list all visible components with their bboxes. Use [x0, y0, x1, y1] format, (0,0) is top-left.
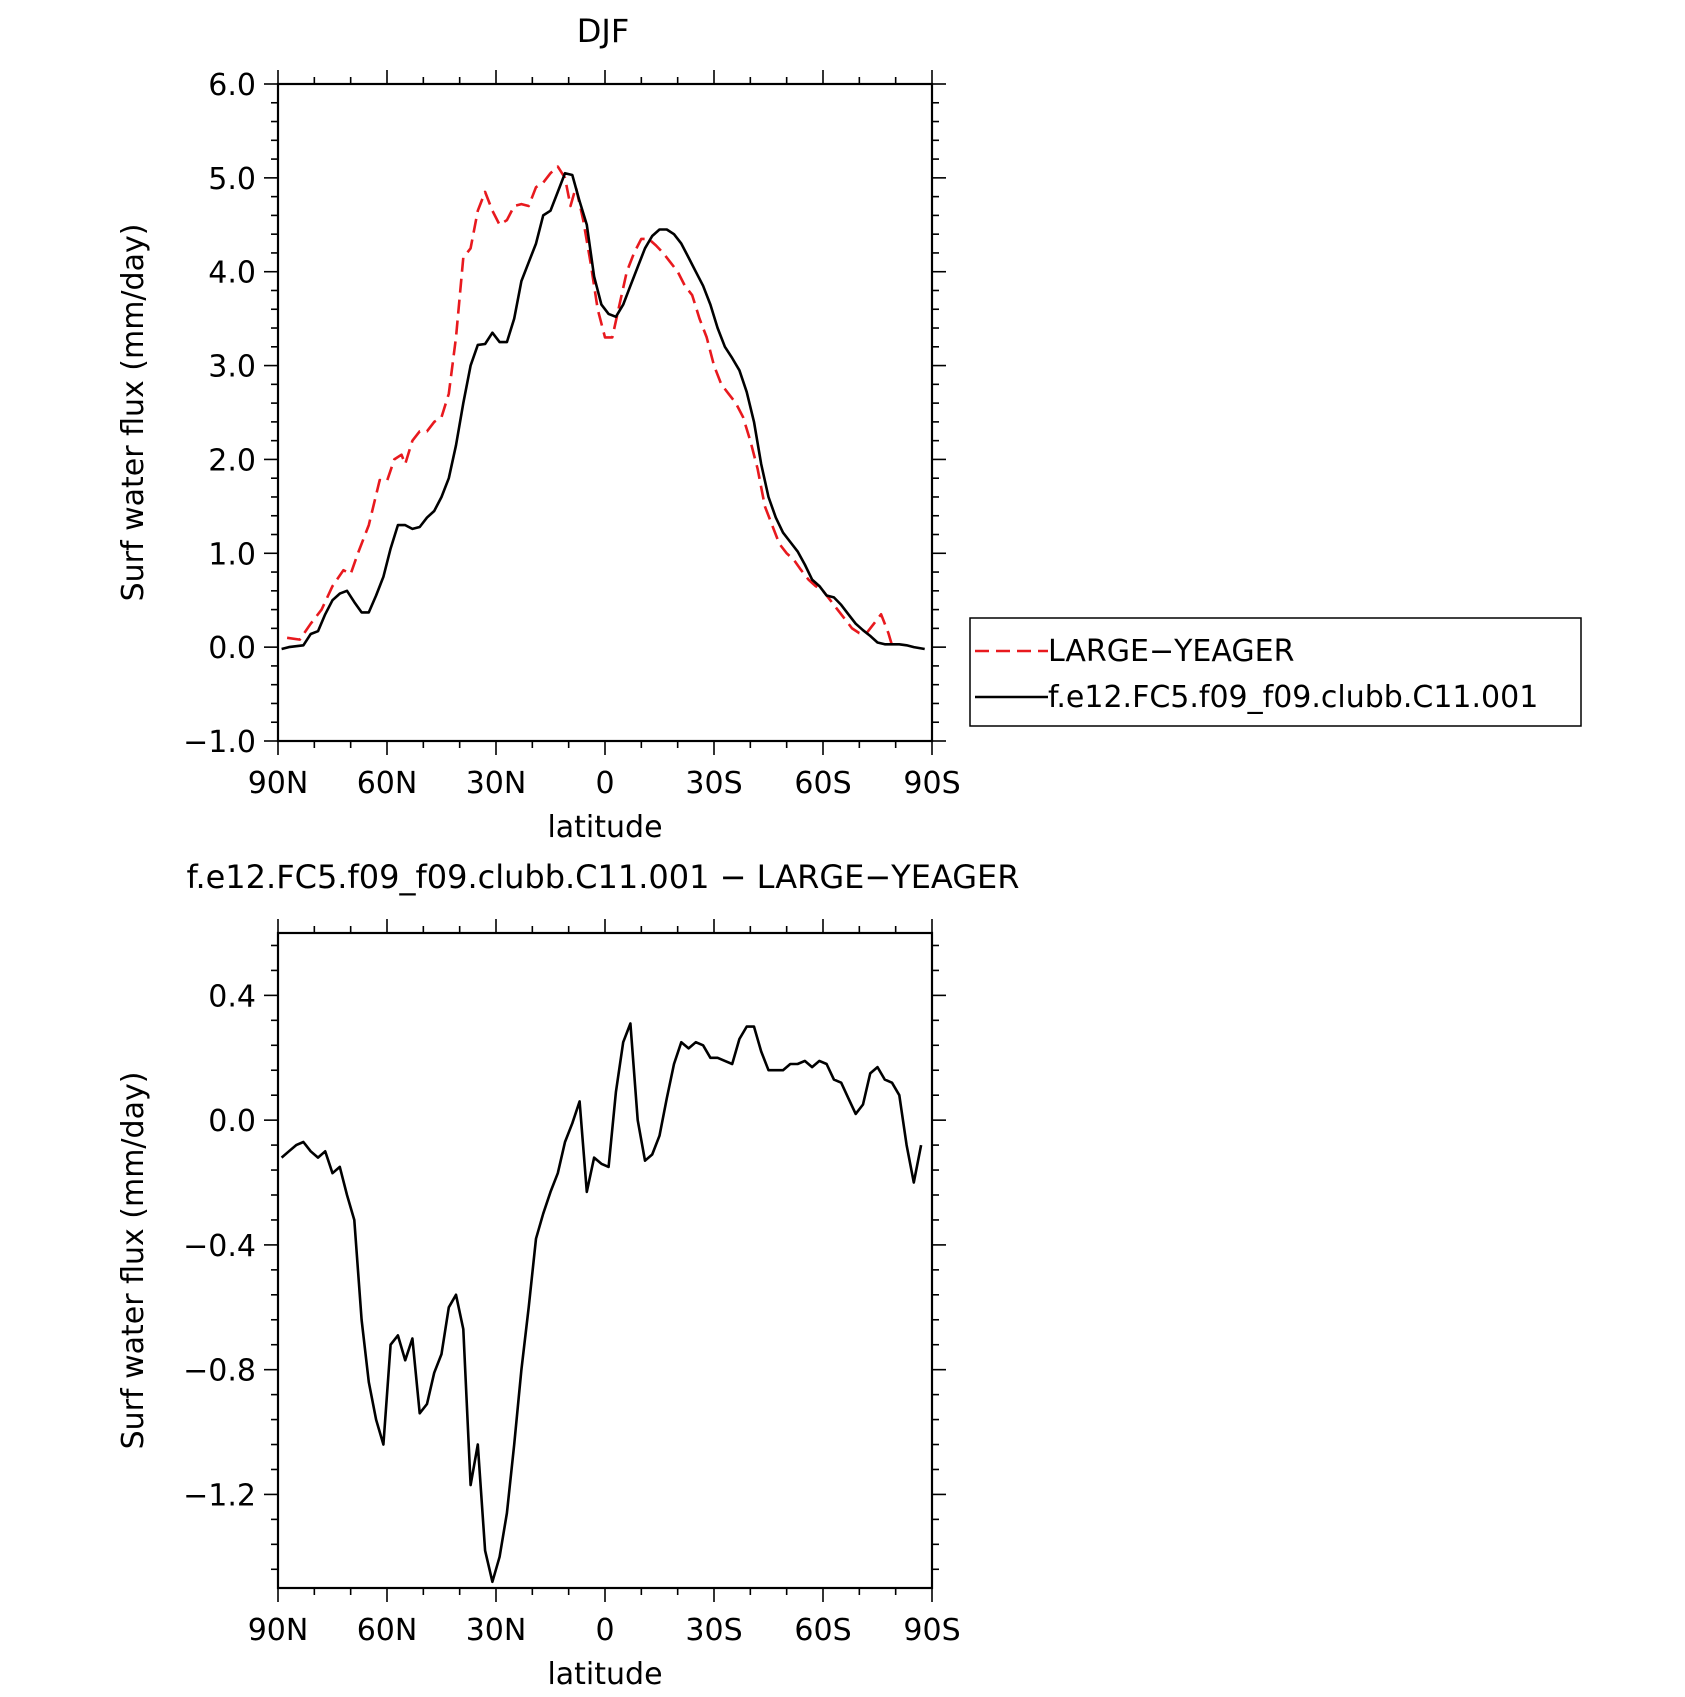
- x-axis-label: latitude: [547, 810, 662, 845]
- x-tick-label: 60S: [794, 1613, 851, 1648]
- y-tick-label: 2.0: [208, 443, 256, 478]
- top-panel-djf: DJF 90N 60N 30N 0 30S 60S 90S −1.0 0.0 1.0 2.0 3.0 4.…: [116, 12, 961, 845]
- y-tick-label: 5.0: [208, 162, 256, 197]
- y-tick-label: 3.0: [208, 350, 256, 385]
- legend-label-clubb: f.e12.FC5.f09_f09.clubb.C11.001: [1048, 680, 1538, 715]
- plot-frame: [276, 82, 934, 743]
- x-tick-label: 60N: [357, 766, 418, 801]
- x-tick-label: 60N: [357, 1613, 418, 1648]
- legend: LARGE−YEAGER f.e12.FC5.f09_f09.clubb.C11…: [969, 617, 1582, 727]
- x-axis-label: latitude: [547, 1657, 662, 1692]
- series-line-f-e12-fc5-f09-f09-clubb-c11-001: [281, 171, 925, 651]
- y-tick-label: 4.0: [208, 256, 256, 291]
- y-axis-label: Surf water flux (mm/day): [116, 224, 151, 602]
- x-tick-label: 90S: [903, 766, 960, 801]
- y-tick-label: −0.8: [183, 1354, 256, 1389]
- x-tick-label: 60S: [794, 766, 851, 801]
- y-tick-label: −1.0: [183, 725, 256, 760]
- bottom-panel-difference: f.e12.FC5.f09_f09.clubb.C11.001 − LARGE−…: [116, 858, 1020, 1692]
- y-tick-label: 0.4: [208, 979, 256, 1014]
- y-tick-label: −0.4: [183, 1229, 256, 1264]
- chart-title: DJF: [577, 12, 629, 50]
- y-tick-label: 0.0: [208, 631, 256, 666]
- legend-label-large-yeager: LARGE−YEAGER: [1048, 634, 1294, 669]
- y-tick-label: 6.0: [208, 68, 256, 103]
- x-tick-label: 30N: [466, 1613, 527, 1648]
- y-tick-label: −1.2: [183, 1478, 256, 1513]
- plot-frame: [276, 931, 934, 1590]
- series-line-large-yeager: [286, 165, 894, 646]
- y-tick-label: 0.0: [208, 1104, 256, 1139]
- x-tick-label: 0: [595, 766, 614, 801]
- y-axis-label: Surf water flux (mm/day): [116, 1072, 151, 1450]
- x-tick-label: 90S: [903, 1613, 960, 1648]
- series-line-difference: [280, 1022, 923, 1584]
- chart-title: f.e12.FC5.f09_f09.clubb.C11.001 − LARGE−…: [187, 858, 1020, 896]
- x-tick-label: 90N: [248, 766, 309, 801]
- x-tick-label: 0: [595, 1613, 614, 1648]
- x-tick-label: 30S: [685, 1613, 742, 1648]
- x-tick-label: 90N: [248, 1613, 309, 1648]
- y-tick-label: 1.0: [208, 537, 256, 572]
- x-tick-label: 30S: [685, 766, 742, 801]
- legend-box: [969, 617, 1582, 727]
- x-tick-label: 30N: [466, 766, 527, 801]
